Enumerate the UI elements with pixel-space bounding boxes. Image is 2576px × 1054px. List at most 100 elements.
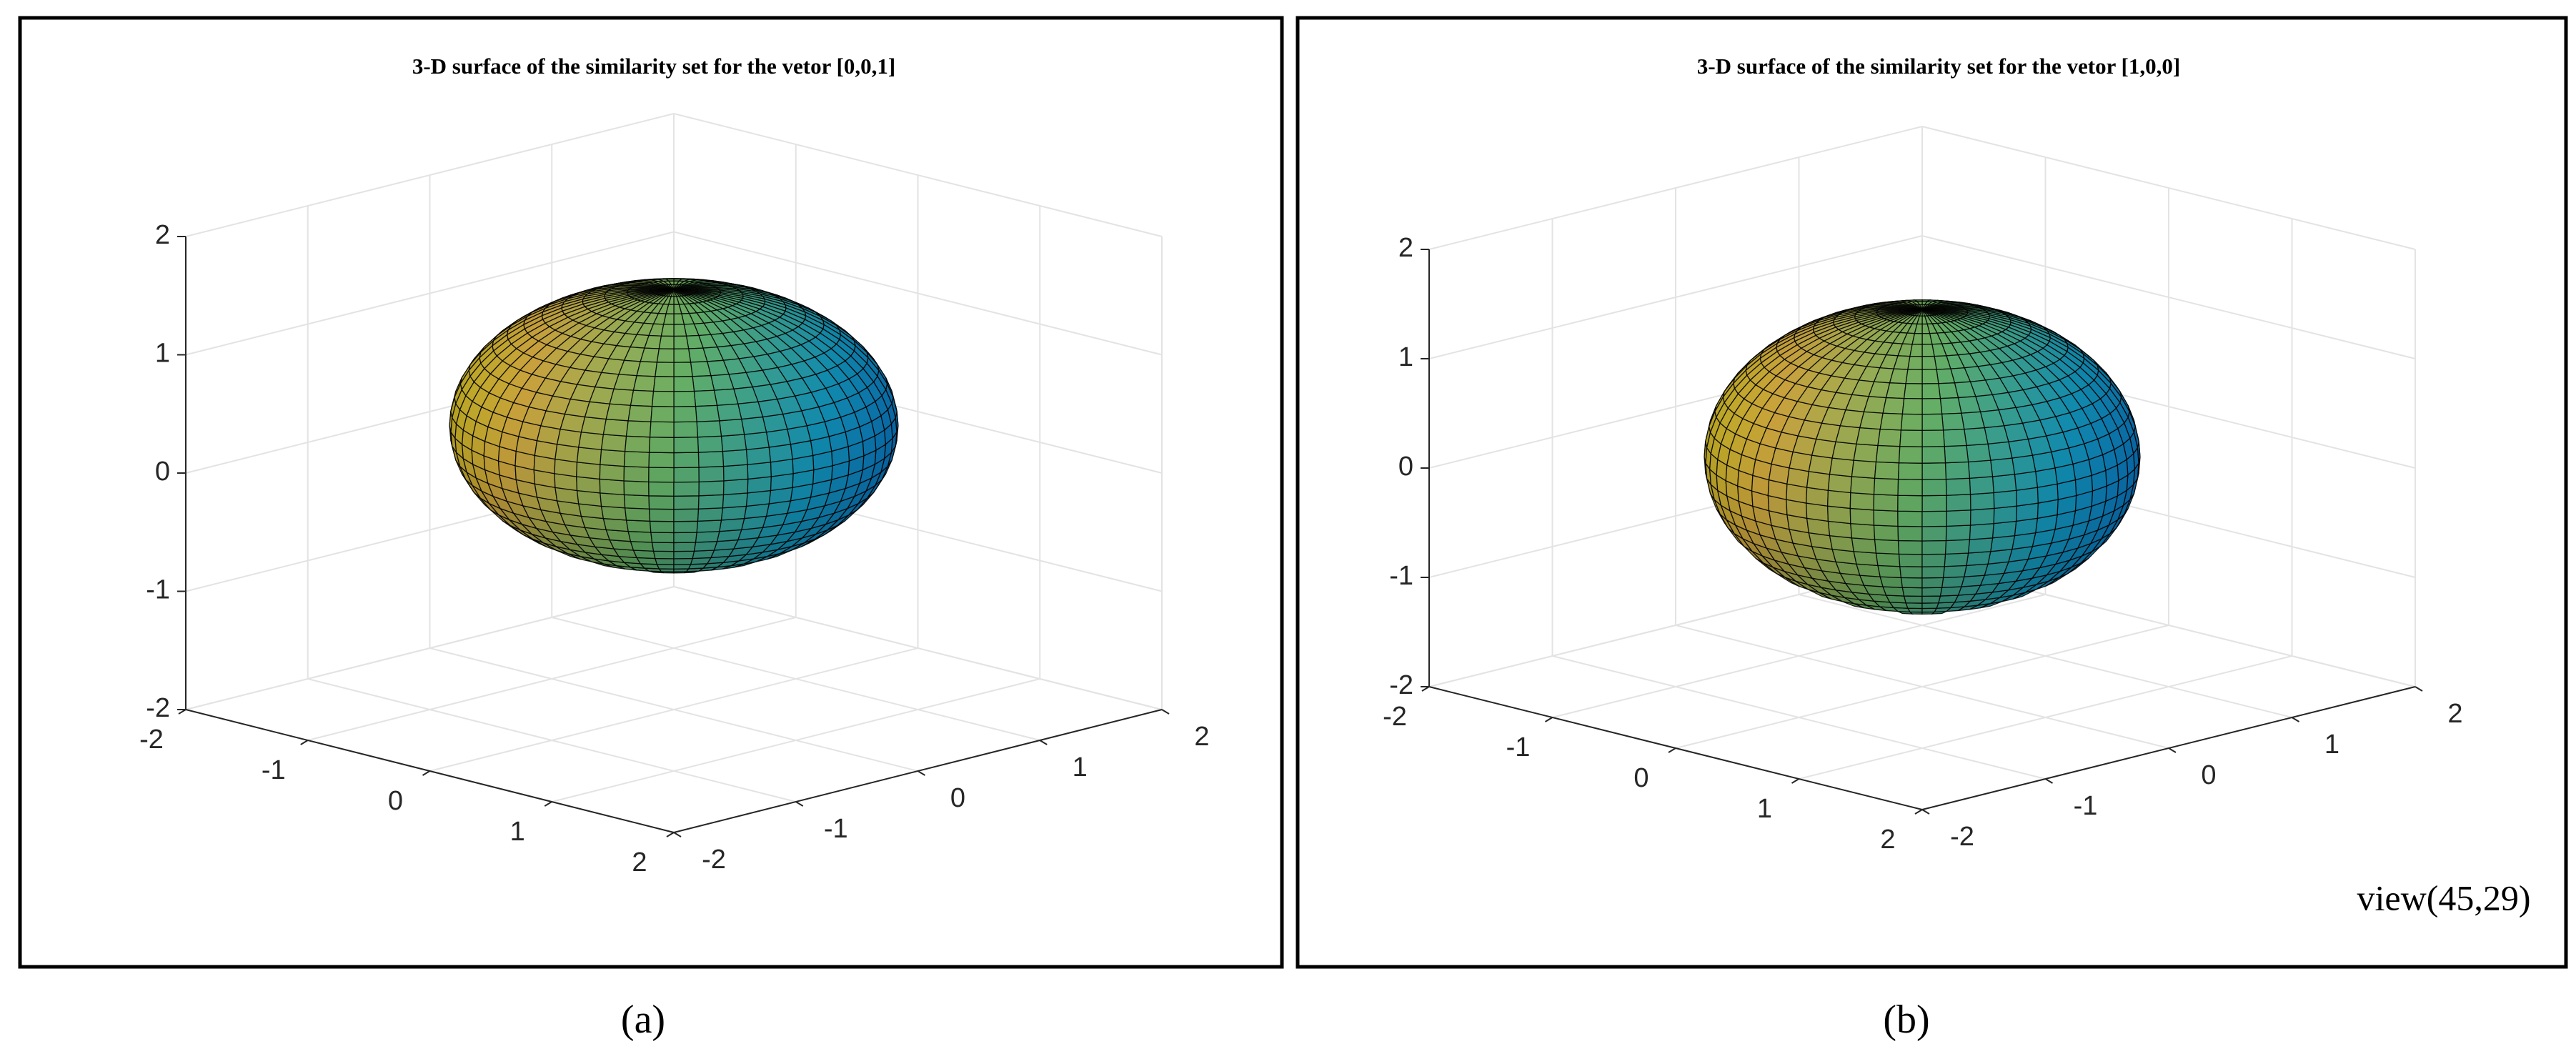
z-tick-label: -1 — [1389, 561, 1413, 591]
surface-patch — [648, 467, 675, 483]
surface-patch — [2008, 438, 2034, 459]
surface-patch — [1921, 553, 1946, 567]
x-tick-label: 2 — [632, 847, 647, 877]
x-tick-label: 2 — [1880, 825, 1895, 855]
surface-patch — [673, 481, 700, 497]
surface-patch — [1921, 587, 1943, 597]
x-tick-label: 0 — [1633, 763, 1648, 793]
tick-mark — [1039, 740, 1048, 745]
surface-patch — [690, 361, 712, 377]
surface-patch — [651, 390, 675, 407]
surface-patch — [1941, 412, 1965, 431]
surface-patch — [1967, 537, 1994, 554]
surface-patch — [656, 564, 675, 570]
surface-patch — [1873, 509, 1899, 527]
annotation: view(45,29) — [2357, 877, 2531, 918]
surface-patch — [1827, 489, 1851, 509]
y-tick-label: 1 — [2324, 730, 2339, 760]
surface-patch — [695, 530, 720, 543]
surface-patch — [743, 432, 770, 450]
surface-patch — [656, 348, 675, 363]
surface-patch — [673, 362, 693, 377]
surface-patch — [1921, 566, 1945, 579]
surface-patch — [1856, 427, 1881, 447]
tick-mark — [2415, 686, 2423, 692]
surface-patch — [673, 557, 694, 565]
surface-patch — [1921, 429, 1945, 447]
surface-patch — [1850, 522, 1876, 540]
surface-patch — [1903, 595, 1923, 604]
surface-patch — [1850, 476, 1876, 495]
surface-patch — [698, 480, 725, 497]
grid-line — [1921, 126, 2416, 250]
surface-patch — [1993, 489, 2017, 509]
surface-patch — [673, 532, 697, 544]
surface — [1704, 299, 2141, 615]
surface-patch — [673, 421, 699, 438]
surface-patch — [1991, 474, 2017, 494]
surface-patch — [576, 462, 601, 480]
surface-patch — [1851, 459, 1877, 479]
surface-patch — [1901, 587, 1923, 597]
y-tick-label: 2 — [1194, 722, 1209, 752]
grid-line — [1428, 126, 1923, 250]
surface-patch — [673, 542, 697, 552]
surface-patch — [1944, 539, 1971, 555]
tick-mark — [2044, 778, 2054, 784]
surface-patch — [1849, 507, 1875, 526]
tick-mark — [1544, 717, 1553, 722]
surface-patch — [1897, 525, 1923, 542]
surface-patch — [625, 519, 652, 533]
grid-line — [673, 231, 1163, 356]
tick-mark — [1791, 778, 1800, 784]
surface-patch — [1874, 539, 1900, 555]
grid-line — [1428, 235, 1923, 359]
surface-patch — [1921, 478, 1947, 497]
surface-patch — [650, 406, 675, 423]
surface-patch — [1921, 344, 1935, 357]
tick-mark — [1914, 809, 1923, 815]
surface-patch — [673, 437, 700, 454]
surface-patch — [1885, 382, 1906, 399]
surface-patch — [1921, 494, 1947, 512]
surface-patch — [1905, 602, 1923, 610]
surface-patch — [600, 492, 626, 509]
surface-patch — [1969, 522, 1994, 540]
surface-patch — [1966, 443, 1991, 463]
surface-patch — [722, 478, 749, 496]
surface-patch — [636, 361, 658, 377]
panel-frame — [18, 16, 1284, 969]
surface-patch — [1921, 383, 1941, 399]
surface-patch — [1811, 438, 1836, 459]
surface-patch — [1897, 478, 1923, 497]
surface-patch — [1984, 425, 2009, 444]
surface-patch — [747, 462, 772, 480]
surface-patch — [623, 494, 650, 509]
surface-patch — [1897, 540, 1923, 555]
surface-patch — [1897, 462, 1923, 480]
surface-patch — [1963, 563, 1989, 577]
surface-patch — [1827, 474, 1853, 494]
surface-patch — [673, 495, 700, 510]
z-tick-label: 1 — [155, 339, 170, 369]
surface-patch — [1909, 344, 1923, 357]
grid-line — [552, 617, 1040, 741]
surface-patch — [1882, 586, 1905, 597]
surface-patch — [1966, 551, 1991, 567]
surface-patch — [720, 434, 747, 452]
surface-patch — [609, 388, 635, 407]
surface-patch — [1939, 586, 1962, 597]
surface-patch — [673, 508, 700, 522]
surface-patch — [1835, 425, 1861, 444]
tick-mark — [666, 832, 675, 837]
x-tick-label: -2 — [1383, 702, 1407, 732]
surface-patch — [716, 403, 742, 422]
surface-patch — [740, 416, 767, 435]
grid-line — [185, 231, 675, 356]
surface-patch — [654, 557, 675, 565]
surface-patch — [1921, 355, 1937, 370]
surface-patch — [1946, 509, 1971, 527]
surface-patch — [630, 389, 655, 407]
surface-patch — [630, 541, 655, 552]
